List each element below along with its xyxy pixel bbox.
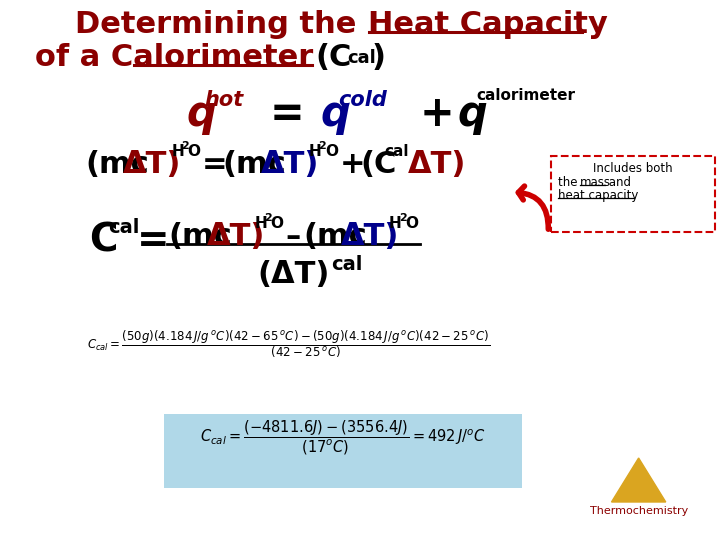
Text: Includes both: Includes both bbox=[593, 162, 673, 175]
Text: 2: 2 bbox=[399, 213, 407, 223]
Text: cold: cold bbox=[338, 90, 387, 110]
Text: the: the bbox=[558, 176, 582, 189]
Text: H: H bbox=[254, 216, 267, 231]
Text: O: O bbox=[405, 216, 418, 231]
Text: ): ) bbox=[372, 43, 386, 72]
Text: q: q bbox=[186, 93, 216, 135]
Text: O: O bbox=[325, 144, 338, 159]
Text: hot: hot bbox=[204, 90, 244, 110]
Text: $C_{cal}=\dfrac{(-4811.6J)-(3556.4J)}{(17^{o}C)}=492\,J/^{o}C$: $C_{cal}=\dfrac{(-4811.6J)-(3556.4J)}{(1… bbox=[200, 419, 486, 457]
Text: 2: 2 bbox=[264, 213, 272, 223]
Text: cal: cal bbox=[384, 144, 409, 159]
Text: 2: 2 bbox=[181, 141, 189, 151]
Text: ΔT): ΔT) bbox=[261, 150, 319, 179]
Text: ΔT): ΔT) bbox=[408, 150, 467, 179]
FancyBboxPatch shape bbox=[551, 156, 716, 232]
Text: O: O bbox=[271, 216, 284, 231]
Text: =: = bbox=[270, 93, 305, 135]
Text: ΔT): ΔT) bbox=[341, 222, 400, 251]
Text: (C: (C bbox=[360, 150, 397, 179]
Text: (mc: (mc bbox=[168, 222, 233, 251]
Text: q: q bbox=[320, 93, 350, 135]
Text: of a Calorimeter: of a Calorimeter bbox=[35, 43, 313, 72]
Text: (ΔT): (ΔT) bbox=[257, 260, 330, 289]
Text: cal: cal bbox=[348, 49, 377, 67]
Text: 2: 2 bbox=[318, 141, 326, 151]
Text: H: H bbox=[309, 144, 321, 159]
Text: =: = bbox=[137, 222, 169, 260]
Text: heat capacity: heat capacity bbox=[558, 189, 639, 202]
Text: H: H bbox=[171, 144, 184, 159]
Text: cal: cal bbox=[108, 218, 139, 237]
Text: ΔT): ΔT) bbox=[123, 150, 181, 179]
Text: ΔT): ΔT) bbox=[207, 222, 265, 251]
Text: q: q bbox=[458, 93, 487, 135]
Text: Heat Capacity: Heat Capacity bbox=[368, 10, 608, 39]
Text: H: H bbox=[389, 216, 402, 231]
Text: –: – bbox=[285, 222, 300, 251]
Text: Determining the: Determining the bbox=[76, 10, 367, 39]
FancyBboxPatch shape bbox=[164, 414, 522, 488]
Text: calorimeter: calorimeter bbox=[477, 88, 576, 103]
Text: and: and bbox=[606, 176, 631, 189]
Text: +: + bbox=[420, 93, 454, 135]
Text: (mc: (mc bbox=[303, 222, 367, 251]
Text: O: O bbox=[187, 144, 200, 159]
Text: cal: cal bbox=[331, 255, 363, 274]
Polygon shape bbox=[611, 458, 666, 502]
Text: $C_{cal}=\dfrac{(50g)(4.184\,J/g\,^{o}C)(42-65\,^{o}C)-(50g)(4.184\,J/g\,^{o}C)(: $C_{cal}=\dfrac{(50g)(4.184\,J/g\,^{o}C)… bbox=[87, 328, 490, 360]
Text: (mc: (mc bbox=[85, 150, 149, 179]
Text: (mc: (mc bbox=[222, 150, 287, 179]
Text: Thermochemistry: Thermochemistry bbox=[590, 506, 688, 516]
Text: +: + bbox=[339, 150, 365, 179]
Text: C: C bbox=[89, 222, 117, 260]
Text: =: = bbox=[202, 150, 228, 179]
Text: (C: (C bbox=[315, 43, 351, 72]
Text: mass: mass bbox=[580, 176, 611, 189]
